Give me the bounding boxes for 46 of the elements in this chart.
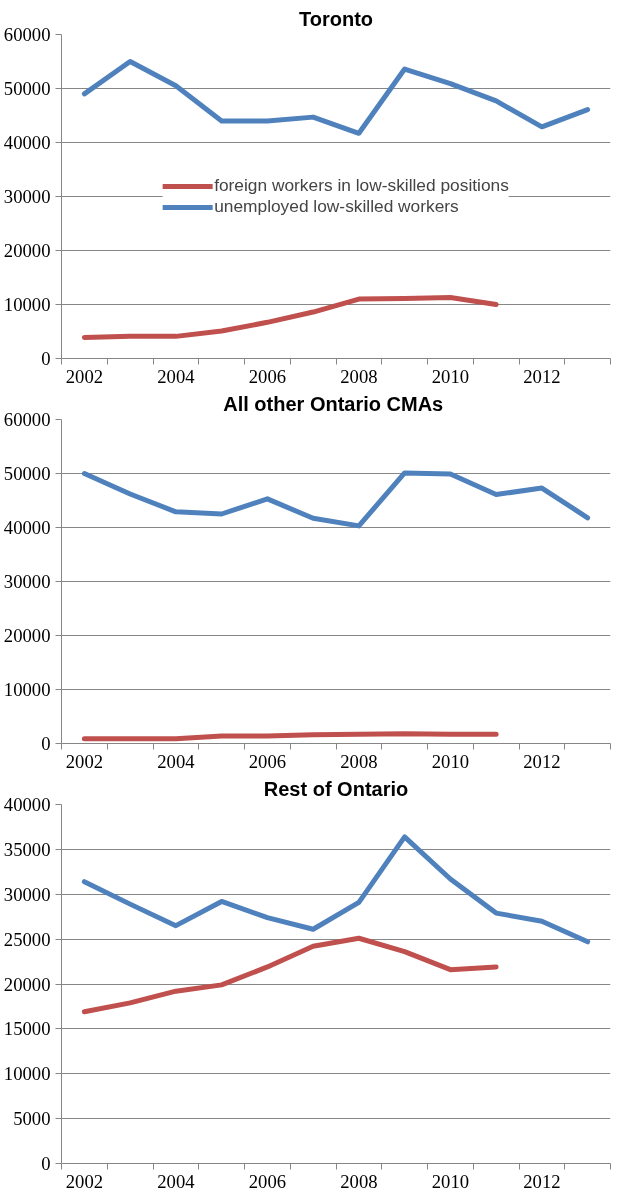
x-tick-label: 2006 (248, 365, 287, 387)
x-tick-label: 2002 (65, 750, 104, 772)
y-tick-label: 30000 (3, 186, 51, 207)
x-tick-label: 2012 (523, 750, 561, 772)
y-tick-label: 0 (41, 348, 51, 369)
x-tick-label: 2004 (157, 750, 196, 772)
x-tick-label: 2004 (157, 365, 196, 387)
x-tick-label: 2006 (248, 750, 287, 772)
y-tick-label: 50000 (3, 463, 51, 484)
y-tick-label: 20000 (3, 973, 51, 995)
y-tick-label: 10000 (3, 679, 51, 700)
x-tick-label: 2010 (431, 1170, 470, 1192)
x-tick-label: 2008 (340, 750, 378, 772)
y-tick-label: 20000 (3, 625, 51, 646)
x-tick-label: 2002 (65, 1170, 104, 1192)
y-tick-label: 25000 (3, 928, 51, 950)
chart-title: All other Ontario CMAs (223, 392, 444, 415)
y-tick-label: 60000 (3, 409, 51, 430)
legend-label: unemployed low-skilled workers (214, 196, 459, 217)
y-tick-label: 0 (41, 733, 51, 754)
x-tick-label: 2012 (523, 365, 561, 387)
x-tick-label: 2002 (65, 365, 104, 387)
y-tick-label: 35000 (3, 838, 51, 860)
y-tick-label: 20000 (3, 240, 51, 261)
y-tick-label: 10000 (3, 1063, 51, 1085)
chart-title: Rest of Ontario (263, 777, 409, 800)
y-tick-label: 30000 (3, 571, 51, 592)
y-tick-label: 40000 (3, 517, 51, 538)
legend-label: foreign workers in low-skilled positions (214, 175, 509, 196)
y-tick-label: 40000 (3, 794, 51, 815)
y-tick-label: 40000 (3, 132, 51, 153)
y-tick-label: 50000 (3, 78, 51, 99)
y-tick-label: 0 (41, 1153, 51, 1174)
y-tick-label: 30000 (3, 883, 51, 905)
y-tick-label: 5000 (13, 1108, 51, 1130)
y-tick-label: 10000 (3, 294, 51, 315)
x-tick-label: 2012 (523, 1170, 561, 1192)
x-tick-label: 2008 (340, 365, 378, 387)
x-tick-label: 2008 (340, 1170, 378, 1192)
x-tick-label: 2010 (431, 750, 470, 772)
x-tick-label: 2006 (248, 1170, 287, 1192)
x-tick-label: 2010 (431, 365, 470, 387)
x-tick-label: 2004 (157, 1170, 196, 1192)
y-tick-label: 60000 (3, 24, 51, 45)
y-tick-label: 15000 (3, 1018, 51, 1040)
chart-title: Toronto (298, 7, 374, 30)
